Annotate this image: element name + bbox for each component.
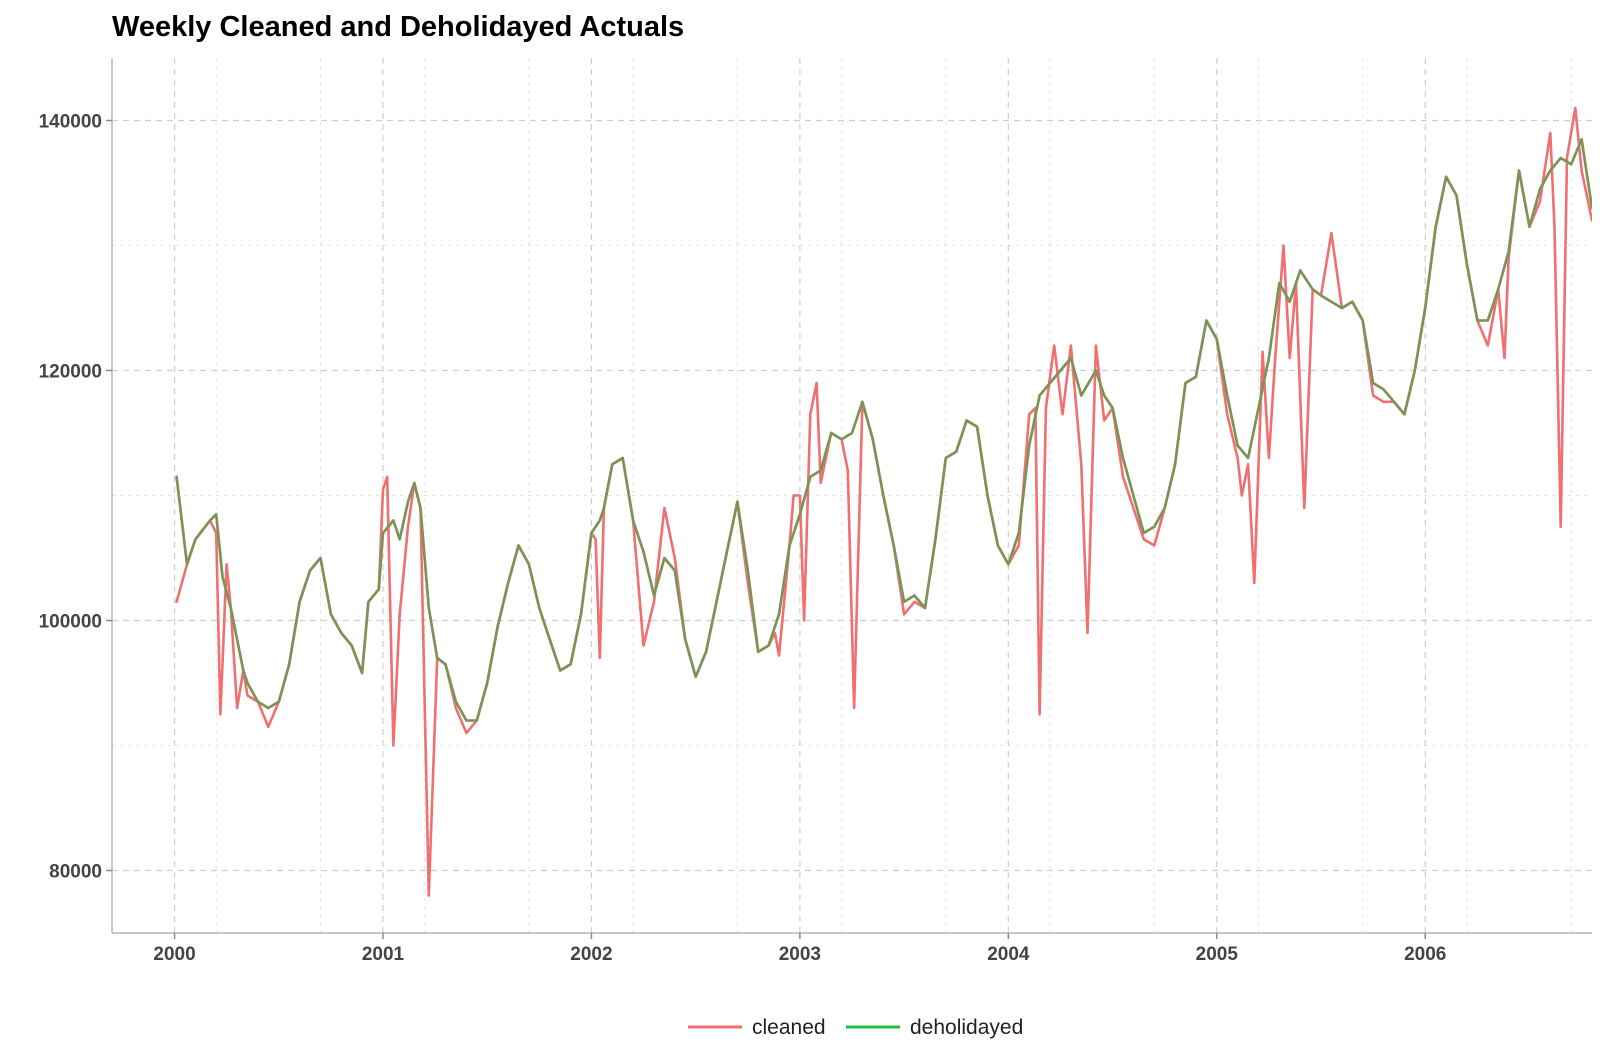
series-overlap-deholidayed — [175, 138, 1592, 722]
y-tick-label: 100000 — [39, 612, 102, 633]
tick-labels: 2000 2001 2002 2003 2004 2005 2006 80000 100000 1… — [39, 112, 1447, 966]
y-tick-label: 120000 — [39, 362, 102, 383]
y-tick-label: 140000 — [39, 112, 102, 133]
axes — [111, 58, 1592, 934]
legend-label-deholidayed: deholidayed — [910, 1016, 1023, 1039]
grid — [111, 58, 1592, 933]
x-tick-label: 2005 — [1196, 944, 1239, 965]
legend-label-cleaned: cleaned — [752, 1016, 826, 1039]
x-tick-label: 2004 — [987, 944, 1030, 965]
x-tick-label: 2000 — [153, 944, 195, 965]
series-layer — [175, 106, 1592, 897]
x-tick-label: 2001 — [362, 944, 405, 965]
x-tick-label: 2003 — [779, 944, 821, 965]
x-tick-label: 2006 — [1404, 944, 1446, 965]
chart-title: Weekly Cleaned and Deholidayed Actuals — [112, 11, 684, 43]
y-tick-label: 80000 — [49, 862, 102, 883]
x-tick-label: 2002 — [570, 944, 612, 965]
legend: cleaned deholidayed — [688, 1016, 1023, 1039]
